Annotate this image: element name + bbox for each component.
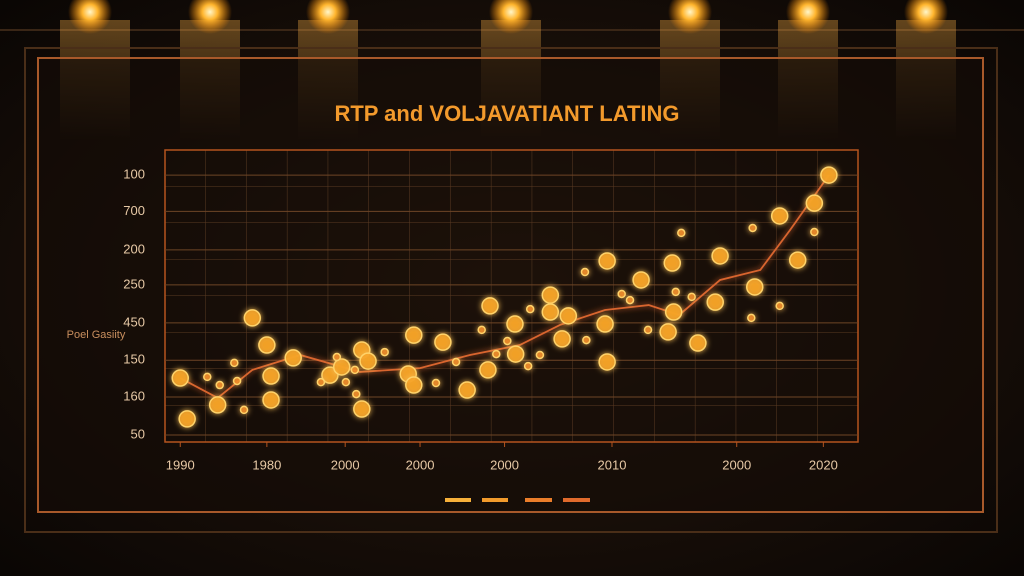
point xyxy=(481,297,499,315)
point xyxy=(553,330,571,348)
point xyxy=(232,376,242,386)
x-tick-label: 2000 xyxy=(490,457,519,472)
point xyxy=(458,381,476,399)
point xyxy=(503,336,512,346)
y-tick-label: 160 xyxy=(123,388,145,403)
point xyxy=(208,396,227,414)
y-tick-label: 150 xyxy=(123,352,145,367)
x-tick-label: 2010 xyxy=(598,457,627,472)
point xyxy=(598,252,616,270)
point xyxy=(477,325,486,335)
x-tick-label: 2000 xyxy=(406,457,435,472)
point xyxy=(663,254,682,272)
y-tick-label: 700 xyxy=(123,203,145,218)
point xyxy=(664,303,683,321)
y-tick-label: 100 xyxy=(123,167,145,182)
point xyxy=(745,278,764,296)
point xyxy=(262,367,280,385)
x-tick-label: 2020 xyxy=(809,457,838,472)
y-axis-label: Poel Gasiity xyxy=(67,329,126,341)
point xyxy=(380,347,389,357)
point xyxy=(598,353,616,371)
point xyxy=(625,295,635,305)
point xyxy=(643,325,653,335)
point xyxy=(711,247,729,265)
point xyxy=(262,391,280,409)
outer-frame xyxy=(24,47,998,533)
point xyxy=(352,389,361,399)
y-tick-label: 450 xyxy=(123,314,145,329)
point xyxy=(659,323,677,341)
point xyxy=(810,227,819,237)
point xyxy=(479,361,497,379)
point xyxy=(359,352,377,370)
point xyxy=(596,315,614,333)
point xyxy=(775,301,784,311)
point xyxy=(747,313,756,323)
x-tick-label: 1990 xyxy=(166,457,195,472)
point xyxy=(321,366,339,384)
point xyxy=(350,365,360,375)
point xyxy=(671,287,680,297)
point xyxy=(239,405,249,415)
point xyxy=(215,380,224,390)
point xyxy=(178,410,196,428)
trend-line xyxy=(179,174,830,399)
point xyxy=(559,307,578,325)
point xyxy=(258,336,276,354)
point xyxy=(316,377,326,387)
point xyxy=(580,267,590,277)
point xyxy=(525,304,535,314)
point xyxy=(431,378,441,388)
x-tick-label: 2000 xyxy=(722,457,751,472)
point xyxy=(770,207,789,225)
point xyxy=(332,352,342,362)
point xyxy=(405,376,423,394)
point xyxy=(788,251,807,269)
x-tick-label: 2000 xyxy=(331,457,360,472)
point xyxy=(541,303,560,321)
point xyxy=(632,271,650,289)
point xyxy=(284,349,302,367)
point xyxy=(748,223,757,233)
point xyxy=(405,326,423,344)
point xyxy=(230,358,239,368)
point xyxy=(243,309,262,327)
y-tick-label: 250 xyxy=(123,276,145,291)
point xyxy=(353,400,371,418)
point xyxy=(677,228,686,238)
point xyxy=(535,350,545,360)
point xyxy=(582,335,591,345)
point xyxy=(492,349,501,359)
point xyxy=(434,333,452,351)
point xyxy=(687,292,696,302)
y-tick-label: 200 xyxy=(123,241,145,256)
point xyxy=(332,358,351,376)
plot-area xyxy=(164,149,859,443)
point xyxy=(706,293,724,311)
point xyxy=(506,315,524,333)
point xyxy=(689,334,707,352)
x-tick-label: 1980 xyxy=(252,457,281,472)
y-tick-label: 50 xyxy=(131,426,145,441)
point xyxy=(523,361,533,371)
chart-title: RTP and VOLJAVATIANT LATING xyxy=(334,101,679,126)
point xyxy=(617,289,626,299)
point xyxy=(541,286,560,304)
point xyxy=(341,377,351,387)
point xyxy=(171,369,189,387)
point xyxy=(805,194,824,212)
point xyxy=(203,372,212,382)
point xyxy=(820,166,838,184)
point xyxy=(451,357,461,367)
point xyxy=(506,345,525,363)
